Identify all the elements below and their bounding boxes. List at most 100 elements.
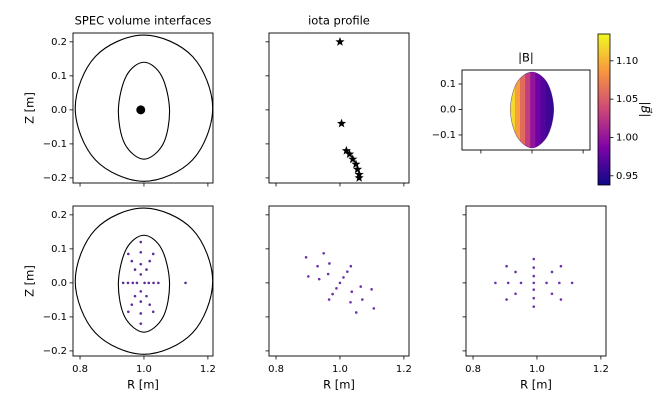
y-tick-label: 0.1 bbox=[440, 79, 456, 90]
surface-strip bbox=[540, 72, 547, 148]
x-tick-label: 1.2 bbox=[396, 364, 412, 375]
poincare-point bbox=[130, 303, 134, 306]
poincare-point bbox=[532, 274, 536, 278]
volume-interface bbox=[117, 61, 171, 160]
poincare-point bbox=[130, 259, 134, 263]
x-axis-label: R [m] bbox=[323, 378, 355, 392]
poincare-point bbox=[354, 311, 358, 314]
y-tick-label: 0.0 bbox=[51, 278, 67, 289]
poincare-point bbox=[532, 296, 536, 300]
poincare-point bbox=[307, 275, 310, 278]
poincare-point bbox=[519, 281, 523, 285]
surface-strip bbox=[520, 72, 527, 148]
y-tick-label: 0.0 bbox=[51, 105, 67, 116]
x-tick-label: 1.2 bbox=[200, 364, 216, 375]
plot-area bbox=[304, 251, 376, 314]
axes-frame bbox=[465, 205, 607, 357]
y-tick-label: −0.2 bbox=[43, 346, 67, 357]
x-axis-label: R [m] bbox=[127, 378, 159, 392]
poincare-point bbox=[558, 281, 561, 285]
poincare-point bbox=[559, 298, 563, 301]
poincare-point bbox=[532, 266, 536, 269]
poincare-point bbox=[139, 300, 143, 303]
poincare-point bbox=[322, 251, 325, 255]
y-tick-label: 0.1 bbox=[51, 71, 67, 82]
poincare-point bbox=[148, 303, 152, 306]
poincare-point bbox=[326, 272, 330, 276]
poincare-point bbox=[550, 292, 554, 296]
surface-strip bbox=[535, 72, 542, 148]
x-axis-label: R [m] bbox=[520, 378, 552, 392]
poincare-point bbox=[514, 292, 517, 296]
y-tick-label: −0.2 bbox=[43, 173, 67, 184]
x-tick-label: 0.8 bbox=[268, 364, 284, 375]
poincare-point bbox=[372, 307, 376, 310]
poincare-point bbox=[148, 259, 152, 263]
plot-area bbox=[509, 71, 555, 149]
poincare-point bbox=[328, 262, 331, 265]
x-tick-label: 1.0 bbox=[529, 364, 545, 375]
poincare-point bbox=[139, 273, 143, 276]
poincare-point bbox=[545, 281, 548, 285]
poincare-point bbox=[532, 257, 536, 261]
poincare-point bbox=[131, 281, 135, 285]
colorbar bbox=[597, 33, 611, 186]
poincare-point bbox=[152, 281, 155, 285]
y-tick-label: −0.1 bbox=[432, 130, 456, 141]
volume-interface bbox=[74, 207, 213, 355]
surface-strip bbox=[510, 72, 516, 148]
y-tick-label: −0.1 bbox=[43, 312, 67, 323]
poincare-point bbox=[327, 298, 331, 301]
poincare-point bbox=[350, 290, 354, 294]
poincare-point bbox=[143, 281, 146, 285]
surface-strip bbox=[514, 72, 522, 148]
x-tick-label: 1.2 bbox=[593, 364, 609, 375]
poincare-point bbox=[342, 276, 345, 279]
y-tick-label: −0.1 bbox=[43, 139, 67, 150]
poincare-point bbox=[135, 281, 139, 285]
panel-title: iota profile bbox=[308, 14, 370, 28]
iota-star bbox=[354, 173, 364, 182]
iota-star bbox=[348, 154, 358, 164]
poincare-point bbox=[139, 312, 143, 315]
axes-frame bbox=[268, 32, 410, 184]
poincare-point bbox=[505, 298, 508, 301]
y-tick-label: 0.1 bbox=[51, 244, 67, 255]
poincare-point bbox=[121, 281, 125, 285]
colorbar-label: |B⃗| bbox=[639, 102, 653, 118]
poincare-point bbox=[317, 277, 321, 281]
poincare-point bbox=[145, 268, 148, 271]
poincare-point bbox=[316, 264, 319, 268]
poincare-point bbox=[139, 240, 143, 244]
surface-strip bbox=[530, 72, 537, 148]
poincare-point bbox=[139, 262, 143, 266]
poincare-point bbox=[133, 268, 137, 271]
y-axis-label: Z [m] bbox=[23, 265, 37, 297]
poincare-point bbox=[136, 105, 146, 115]
volume-interface bbox=[74, 34, 213, 182]
y-tick-label: 0.0 bbox=[440, 104, 456, 115]
axes-frame bbox=[461, 69, 591, 151]
y-axis-label: Z [m] bbox=[23, 92, 37, 124]
axes-frame bbox=[268, 205, 410, 357]
plot-area bbox=[494, 257, 574, 308]
poincare-point bbox=[514, 270, 517, 274]
iota-star bbox=[352, 164, 363, 174]
poincare-point bbox=[532, 281, 536, 285]
iota-star bbox=[341, 145, 351, 155]
y-tick-label: 0.2 bbox=[51, 210, 67, 221]
colorbar-tick-label: 1.00 bbox=[616, 132, 638, 143]
iota-star bbox=[335, 37, 345, 46]
poincare-point bbox=[139, 290, 143, 293]
poincare-point bbox=[331, 292, 334, 296]
poincare-point bbox=[335, 287, 338, 290]
panel-title: |B| bbox=[518, 51, 534, 65]
poincare-point bbox=[346, 270, 349, 273]
poincare-point bbox=[570, 281, 574, 285]
poincare-point bbox=[184, 281, 187, 285]
colorbar-tick-label: 1.05 bbox=[616, 94, 638, 105]
poincare-point bbox=[304, 256, 308, 259]
surface-strip bbox=[545, 72, 552, 148]
plot-area bbox=[74, 34, 213, 182]
